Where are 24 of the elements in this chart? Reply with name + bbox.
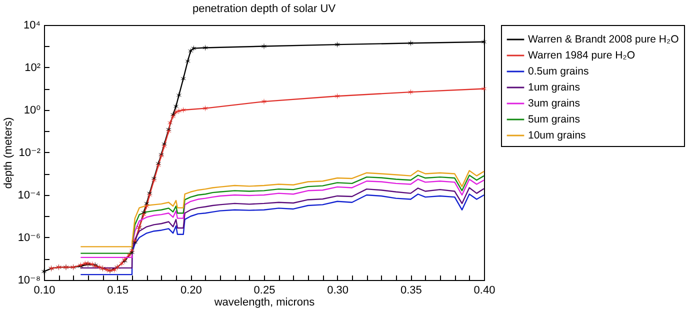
x-tick-label: 0.20: [180, 284, 202, 296]
y-tick-label: 10⁻²: [18, 147, 41, 159]
legend-label: 10um grains: [528, 130, 586, 142]
x-tick-label: 0.25: [254, 284, 276, 296]
legend-label: 1um grains: [528, 82, 580, 94]
y-tick-label: 10⁴: [24, 20, 41, 32]
legend-label: 3um grains: [528, 98, 580, 110]
x-tick-label: 0.15: [107, 284, 129, 296]
legend-label: 0.5um grains: [528, 66, 589, 78]
x-tick-label: 0.10: [34, 284, 56, 296]
y-axis-title: depth (meters): [2, 117, 15, 189]
legend-label: 5um grains: [528, 114, 580, 126]
x-tick-label: 0.40: [474, 284, 496, 296]
y-tick-label: 10⁻⁶: [18, 232, 40, 244]
legend-label: Warren & Brandt 2008 pure H₂O: [528, 34, 679, 46]
chart-title: penetration depth of solar UV: [192, 3, 336, 15]
y-tick-label: 10⁰: [24, 104, 42, 116]
legend-label: Warren 1984 pure H₂O: [528, 50, 635, 62]
x-tick-label: 0.30: [327, 284, 349, 296]
x-axis-title: wavelength, microns: [213, 296, 316, 308]
y-tick-label: 10²: [24, 62, 41, 74]
y-tick-label: 10⁻⁸: [18, 274, 40, 286]
y-tick-label: 10⁻⁴: [18, 190, 41, 202]
x-tick-label: 0.35: [400, 284, 422, 296]
